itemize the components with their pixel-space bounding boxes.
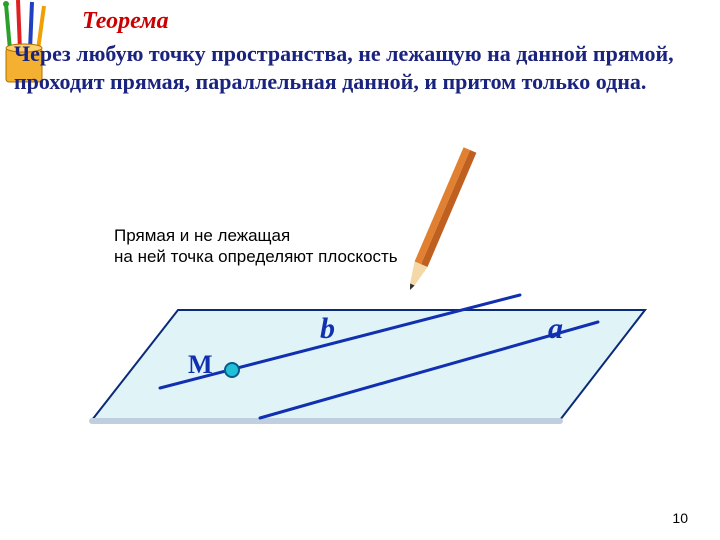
- geometry-diagram: [0, 0, 720, 540]
- label-a: a: [548, 312, 563, 346]
- label-b: b: [320, 312, 335, 346]
- page-number: 10: [672, 510, 688, 526]
- label-m: М: [188, 350, 213, 380]
- point-m: [225, 363, 239, 377]
- slide: Теорема Через любую точку пространства, …: [0, 0, 720, 540]
- pencil-icon: [410, 147, 476, 290]
